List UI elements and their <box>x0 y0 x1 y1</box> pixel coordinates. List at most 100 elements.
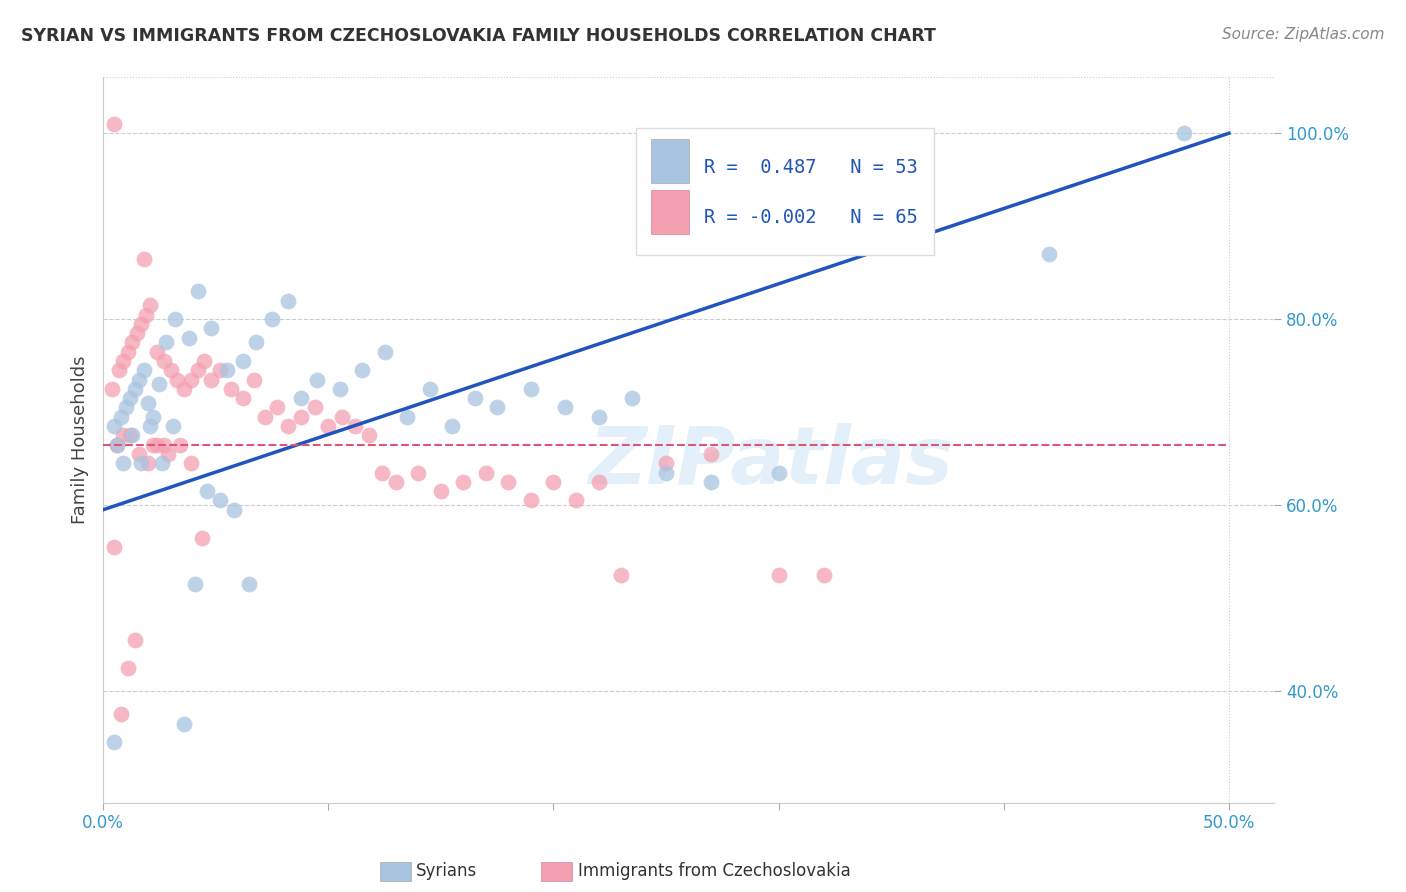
Point <box>173 716 195 731</box>
Point <box>103 735 125 749</box>
Point <box>131 456 153 470</box>
Point <box>180 373 202 387</box>
Point <box>344 419 367 434</box>
Point <box>209 363 232 377</box>
Point <box>200 321 222 335</box>
Point <box>352 363 374 377</box>
Point <box>112 354 135 368</box>
Text: R = -0.002   N = 65: R = -0.002 N = 65 <box>704 208 918 227</box>
Point <box>277 419 299 434</box>
Point <box>128 447 150 461</box>
Point <box>215 363 238 377</box>
Point <box>277 293 299 308</box>
Point <box>554 401 576 415</box>
Point <box>103 419 125 434</box>
Point <box>139 419 162 434</box>
Point <box>112 428 135 442</box>
Point <box>304 401 326 415</box>
Point <box>187 363 209 377</box>
Point <box>187 285 209 299</box>
Point <box>520 493 543 508</box>
Point <box>543 475 565 489</box>
Point <box>329 382 352 396</box>
Text: Source: ZipAtlas.com: Source: ZipAtlas.com <box>1222 27 1385 42</box>
Point <box>1173 126 1195 140</box>
Point <box>441 419 464 434</box>
Point <box>101 382 124 396</box>
Point <box>232 354 254 368</box>
Point <box>243 373 266 387</box>
Point <box>193 354 215 368</box>
Point <box>200 373 222 387</box>
Point <box>112 456 135 470</box>
Point <box>655 466 678 480</box>
Point <box>475 466 498 480</box>
Point <box>146 438 169 452</box>
Point <box>520 382 543 396</box>
Point <box>124 632 146 647</box>
Point <box>142 409 165 424</box>
Point <box>371 466 394 480</box>
Text: R =  0.487   N = 53: R = 0.487 N = 53 <box>704 158 918 177</box>
Bar <box>651 139 689 183</box>
Point <box>142 438 165 452</box>
Point <box>621 391 644 405</box>
Point <box>610 567 633 582</box>
Point <box>419 382 441 396</box>
Y-axis label: Family Households: Family Households <box>72 356 89 524</box>
Point <box>136 396 159 410</box>
Point <box>565 493 588 508</box>
Point <box>374 344 396 359</box>
Point <box>396 409 419 424</box>
Text: SYRIAN VS IMMIGRANTS FROM CZECHOSLOVAKIA FAMILY HOUSEHOLDS CORRELATION CHART: SYRIAN VS IMMIGRANTS FROM CZECHOSLOVAKIA… <box>21 27 936 45</box>
Point <box>305 373 328 387</box>
Point <box>588 409 610 424</box>
Point <box>290 409 312 424</box>
Point <box>121 335 143 350</box>
Point <box>108 363 131 377</box>
Point <box>232 391 254 405</box>
Point <box>125 326 148 340</box>
Point <box>1038 247 1060 261</box>
Point <box>146 344 169 359</box>
Point <box>103 540 125 554</box>
Point <box>260 312 283 326</box>
Point <box>117 661 139 675</box>
Text: Immigrants from Czechoslovakia: Immigrants from Czechoslovakia <box>578 863 851 880</box>
Point <box>266 401 288 415</box>
Point <box>155 335 177 350</box>
Point <box>453 475 475 489</box>
Point <box>191 531 214 545</box>
Point <box>700 447 723 461</box>
Point <box>166 373 188 387</box>
Point <box>768 466 790 480</box>
Point <box>408 466 430 480</box>
Point <box>498 475 520 489</box>
Point <box>103 117 125 131</box>
Point <box>157 447 180 461</box>
Point <box>132 252 155 266</box>
Point <box>238 577 260 591</box>
Point <box>357 428 380 442</box>
Point <box>430 484 453 499</box>
Point <box>148 377 170 392</box>
Point <box>136 456 159 470</box>
Point <box>180 456 202 470</box>
Point <box>221 382 243 396</box>
Point <box>588 475 610 489</box>
Text: ZIPatlas: ZIPatlas <box>588 423 953 500</box>
Point <box>316 419 339 434</box>
Point <box>385 475 408 489</box>
Point <box>132 363 155 377</box>
Point <box>813 567 835 582</box>
Point <box>110 409 132 424</box>
Point <box>209 493 232 508</box>
Bar <box>651 190 689 234</box>
Point <box>105 438 128 452</box>
Point <box>486 401 509 415</box>
Text: Syrians: Syrians <box>416 863 478 880</box>
Point <box>105 438 128 452</box>
Point <box>114 401 136 415</box>
Point <box>165 312 187 326</box>
Point <box>177 331 200 345</box>
